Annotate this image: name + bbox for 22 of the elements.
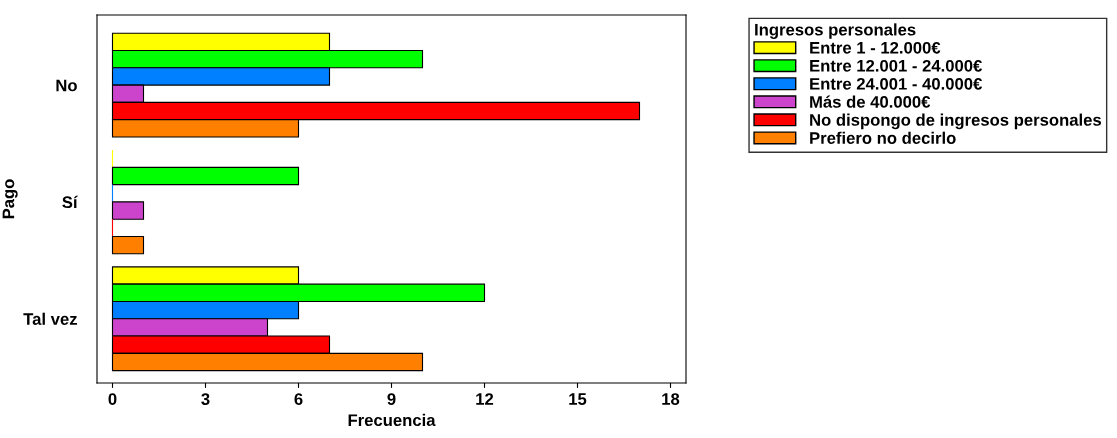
- bar: [111, 166, 300, 186]
- x-tick-label: 18: [662, 393, 680, 405]
- legend-label: Entre 1 - 12.000€: [810, 41, 941, 54]
- x-tick-label: 15: [569, 393, 587, 405]
- legend-label: Más de 40.000€: [810, 95, 931, 108]
- y-tick-label: No: [56, 79, 77, 92]
- x-tick-label: 12: [476, 393, 494, 405]
- y-tick-label: Tal vez: [23, 312, 77, 325]
- x-tick-label: 0: [108, 393, 117, 405]
- x-tick-label: 9: [387, 393, 396, 405]
- bar: [111, 235, 145, 255]
- legend-title: Ingresos personales: [755, 23, 916, 39]
- legend-label: Prefiero no decirlo: [810, 131, 956, 144]
- legend-label: Entre 12.001 - 24.000€: [810, 59, 983, 72]
- y-tick-label: Sí: [62, 195, 79, 209]
- legend-label: No dispongo de ingresos personales: [810, 113, 1102, 130]
- x-tick-label: 3: [201, 393, 210, 405]
- x-tick-label: 6: [294, 393, 303, 405]
- bar: [111, 201, 145, 220]
- x-axis-title: Frecuencia: [348, 413, 436, 427]
- legend-label: Entre 24.001 - 40.000€: [810, 77, 983, 90]
- y-axis-title: Pago: [2, 179, 18, 219]
